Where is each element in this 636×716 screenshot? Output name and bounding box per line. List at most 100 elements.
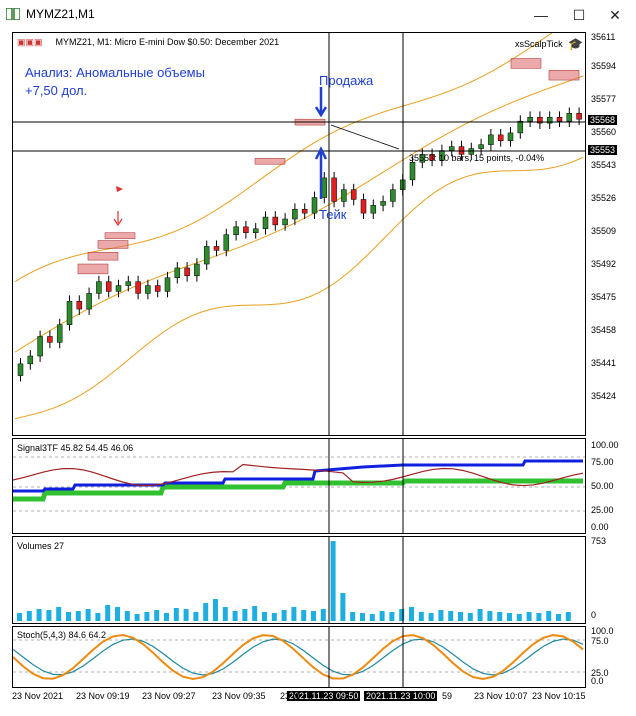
axis-label: 35441	[591, 358, 617, 368]
candle-body	[17, 363, 24, 376]
minimize-icon[interactable]: —	[534, 7, 548, 23]
volume-bar	[281, 610, 287, 621]
axis-label: 75.00	[591, 457, 614, 467]
candle-body	[517, 120, 524, 134]
volume-bar	[203, 603, 209, 621]
axis-label: 35577	[591, 94, 617, 104]
candle-body	[380, 201, 386, 206]
candle-body	[194, 263, 200, 277]
candle-body	[154, 285, 161, 292]
volume-bar	[56, 607, 62, 621]
volume-bar	[105, 605, 111, 621]
volume-panel[interactable]: Volumes 27	[12, 536, 586, 624]
candle-body	[321, 177, 328, 198]
volume-bar	[232, 611, 238, 621]
candle-body	[203, 246, 210, 265]
candle-body	[233, 226, 239, 235]
candle-body	[301, 208, 308, 214]
time-axis: 2021.11.23 09:50 2021.11.23 10:00 23 Nov…	[12, 688, 586, 706]
volume-bar	[36, 609, 42, 621]
volume-axis: 753 0	[587, 536, 636, 624]
volume-bar	[183, 609, 189, 621]
close-icon[interactable]: ✕	[609, 7, 621, 23]
volume-bar	[507, 613, 512, 621]
axis-label: 35594	[591, 61, 617, 71]
analysis-note: Анализ: Аномальные объемы	[25, 65, 205, 80]
candle-body	[527, 116, 533, 122]
candle-body	[537, 116, 543, 124]
stochastic-header: Stoch(5,4,3) 84.6 64.2	[17, 630, 107, 640]
sell-arrow-icon	[314, 87, 328, 118]
chart-symbol-icons[interactable]: ▣▣▣	[17, 37, 43, 47]
volume-bar	[66, 612, 71, 621]
candle-body	[105, 281, 112, 292]
profit-note: +7,50 дол.	[25, 83, 88, 98]
candle-body	[125, 281, 132, 286]
candle-body	[546, 116, 553, 124]
stochastic-panel[interactable]: Stoch(5,4,3) 84.6 64.2	[12, 626, 586, 688]
candle-body	[223, 234, 230, 251]
volume-bar	[438, 610, 444, 621]
candle-body	[566, 113, 573, 122]
volume-bar	[565, 612, 571, 621]
axis-label: 35611	[591, 32, 616, 42]
axis-label: 0.0	[591, 676, 604, 686]
volume-zone	[77, 263, 109, 275]
candle-body	[282, 218, 288, 226]
axis-label: 35543	[591, 160, 617, 170]
candle-body	[164, 277, 171, 292]
candle-body	[184, 267, 190, 277]
maximize-icon[interactable]: ☐	[572, 7, 586, 23]
volume-bar	[428, 613, 434, 621]
axis-label: 35458	[591, 325, 617, 335]
volume-bar	[26, 611, 32, 621]
volume-bar	[409, 607, 414, 621]
price-highlight-upper: 35568	[588, 115, 618, 125]
time-label: 23 Nov 09:19	[76, 691, 130, 701]
volume-zone	[510, 58, 542, 69]
signal-header: Signal3TF 45.82 54.45 46.06	[17, 443, 134, 453]
candle-body	[76, 300, 83, 310]
app-icon	[6, 8, 20, 20]
axis-label: 753	[591, 536, 607, 546]
signal-panel[interactable]: Signal3TF 45.82 54.45 46.06	[12, 438, 586, 534]
indicator-label: xsScalpTick	[515, 39, 563, 49]
candle-body	[370, 205, 377, 214]
volume-bar	[340, 593, 346, 621]
signal-line-green	[13, 478, 583, 502]
candle-body	[556, 116, 563, 122]
time-label: 23 N	[280, 691, 300, 701]
main-price-chart[interactable]: ▣▣▣ MYMZ21, M1: Micro E-mini Dow $0.50: …	[12, 32, 586, 436]
volume-bar	[448, 611, 454, 621]
volume-bar	[173, 608, 179, 621]
volume-zone	[548, 69, 580, 81]
candle-body	[292, 208, 298, 220]
volume-bar	[222, 607, 228, 621]
bollinger-upper-band	[14, 33, 553, 283]
axis-label: 100.0	[591, 626, 614, 636]
candle-body	[478, 144, 484, 149]
volume-bar	[418, 612, 424, 621]
volume-bar	[291, 607, 297, 621]
volume-bar	[497, 612, 503, 621]
chart-header: ▣▣▣ MYMZ21, M1: Micro E-mini Dow $0.50: …	[17, 37, 279, 48]
volume-bar	[252, 606, 258, 621]
candle-body	[419, 154, 426, 163]
axis-label: 25.0	[591, 668, 609, 678]
candle-body	[145, 285, 151, 294]
candle-body	[331, 177, 337, 202]
volume-bar	[85, 609, 91, 621]
graduation-cap-icon: 🎓	[568, 37, 583, 51]
sell-label: Продажа	[319, 73, 374, 88]
volume-bar	[379, 611, 385, 621]
measure-line	[330, 124, 400, 150]
take-arrow-icon	[314, 146, 328, 199]
candle-body	[27, 355, 34, 365]
stoch-signal-line	[13, 638, 584, 676]
time-label: 23 Nov 10:15	[532, 691, 586, 701]
candle-body	[360, 199, 367, 214]
volume-zone	[254, 158, 286, 165]
candle-body	[429, 154, 435, 161]
volume-bar	[477, 609, 483, 621]
price-axis[interactable]: 35611 35594 35577 35560 35543 35526 35509 35492…	[587, 32, 636, 436]
